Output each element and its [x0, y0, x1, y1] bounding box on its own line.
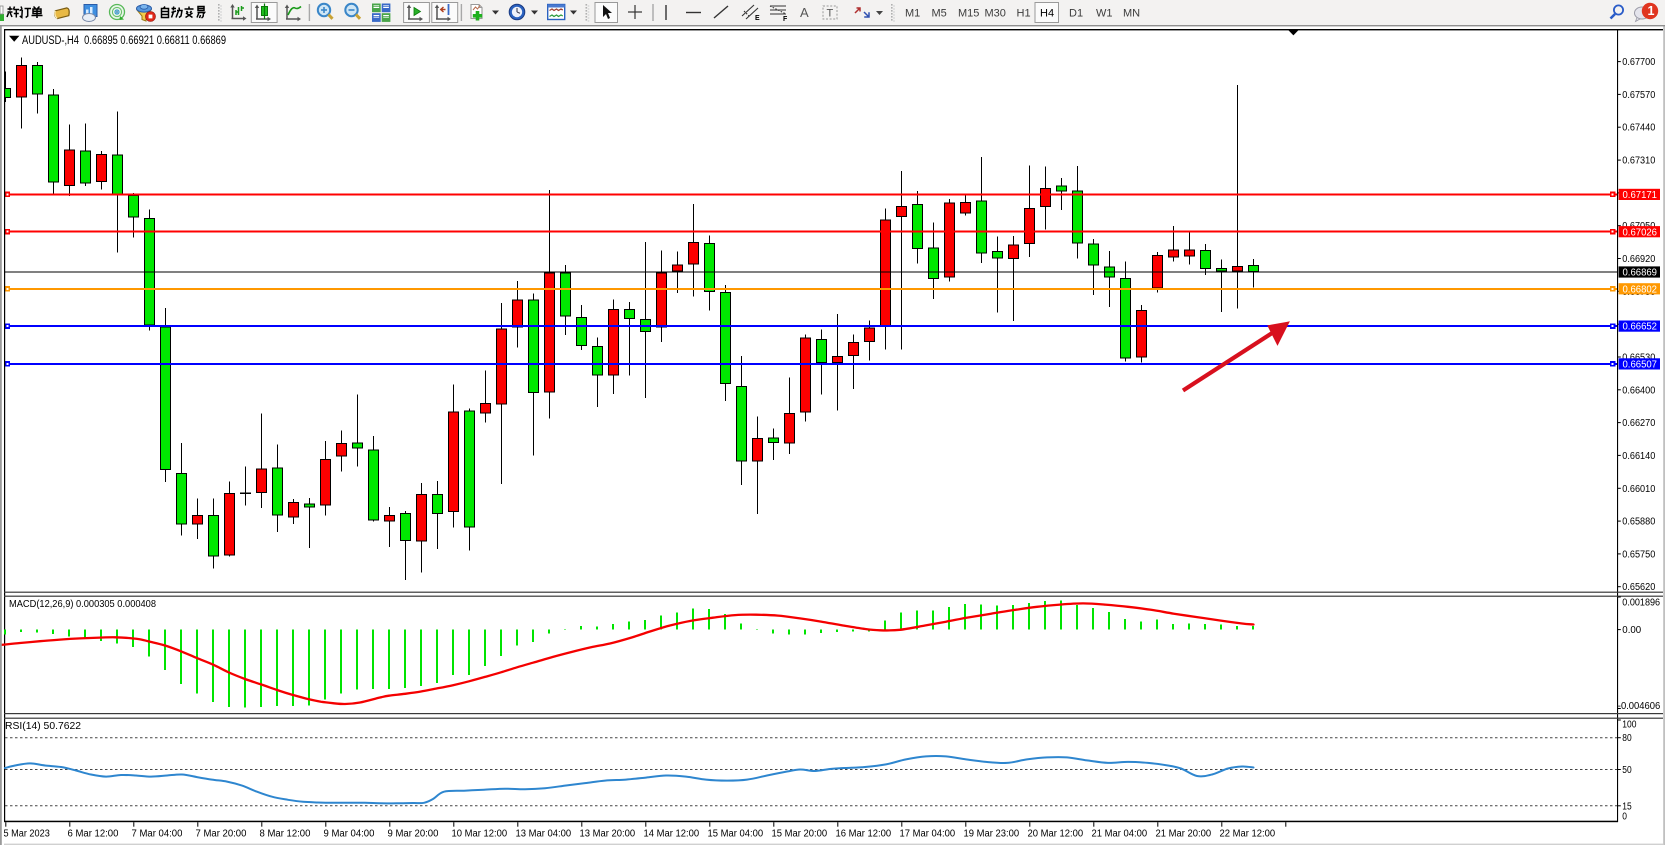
svg-text:0.00: 0.00: [1622, 625, 1641, 636]
svg-text:0.65880: 0.65880: [1622, 517, 1656, 528]
svg-text:0: 0: [1622, 811, 1627, 822]
svg-text:0.67570: 0.67570: [1622, 90, 1656, 101]
svg-text:0.66652: 0.66652: [1623, 322, 1658, 333]
svg-text:21 Mar 20:00: 21 Mar 20:00: [1156, 828, 1212, 839]
svg-text:0.66270: 0.66270: [1622, 418, 1656, 429]
svg-text:0.67440: 0.67440: [1622, 123, 1656, 134]
svg-text:15 Mar 20:00: 15 Mar 20:00: [772, 828, 828, 839]
svg-text:80: 80: [1622, 733, 1632, 744]
svg-text:0.67310: 0.67310: [1622, 156, 1656, 167]
svg-text:E: E: [755, 15, 760, 22]
svg-text:7 Mar 04:00: 7 Mar 04:00: [132, 828, 183, 839]
svg-text:RSI(14) 50.7622: RSI(14) 50.7622: [5, 721, 81, 732]
svg-text:13 Mar 20:00: 13 Mar 20:00: [580, 828, 636, 839]
svg-text:15: 15: [1622, 801, 1632, 812]
svg-text:17 Mar 04:00: 17 Mar 04:00: [900, 828, 956, 839]
svg-text:0.001896: 0.001896: [1622, 598, 1660, 609]
svg-text:0.66530: 0.66530: [1622, 353, 1656, 364]
svg-text:6 Mar 12:00: 6 Mar 12:00: [68, 828, 119, 839]
svg-text:0.66920: 0.66920: [1622, 254, 1656, 265]
svg-text:A: A: [800, 5, 809, 20]
svg-text:0.66400: 0.66400: [1622, 385, 1656, 396]
svg-text:9 Mar 04:00: 9 Mar 04:00: [324, 828, 375, 839]
svg-text:M5: M5: [932, 8, 947, 20]
svg-text:-0.004606: -0.004606: [1618, 701, 1661, 712]
svg-text:100: 100: [1622, 719, 1637, 730]
svg-text:MN: MN: [1123, 8, 1140, 20]
svg-text:AUDUSD-,H4 0.66895 0.66921 0.: AUDUSD-,H4 0.66895 0.66921 0.66811 0.668…: [22, 35, 226, 47]
svg-text:14 Mar 12:00: 14 Mar 12:00: [644, 828, 700, 839]
svg-text:20 Mar 12:00: 20 Mar 12:00: [1028, 828, 1084, 839]
svg-text:0.66869: 0.66869: [1623, 268, 1658, 279]
svg-text:T: T: [827, 8, 834, 20]
svg-text:9 Mar 20:00: 9 Mar 20:00: [388, 828, 439, 839]
svg-text:21 Mar 04:00: 21 Mar 04:00: [1092, 828, 1148, 839]
svg-text:H4: H4: [1040, 8, 1054, 20]
svg-text:8 Mar 12:00: 8 Mar 12:00: [260, 828, 311, 839]
svg-text:1: 1: [1648, 4, 1655, 18]
svg-text:M30: M30: [985, 8, 1006, 20]
svg-text:7 Mar 20:00: 7 Mar 20:00: [196, 828, 247, 839]
svg-text:M15: M15: [958, 8, 979, 20]
svg-text:F: F: [783, 16, 788, 23]
svg-text:MACD(12,26,9) 0.000305 0.00040: MACD(12,26,9) 0.000305 0.000408: [9, 599, 156, 610]
svg-text:19 Mar 23:00: 19 Mar 23:00: [964, 828, 1020, 839]
svg-text:0.66140: 0.66140: [1622, 451, 1656, 462]
svg-text:50: 50: [1622, 765, 1632, 776]
svg-text:22 Mar 12:00: 22 Mar 12:00: [1220, 828, 1276, 839]
svg-text:D1: D1: [1069, 8, 1083, 20]
svg-text:0.66802: 0.66802: [1623, 284, 1658, 295]
svg-text:H1: H1: [1017, 8, 1031, 20]
svg-text:0.66010: 0.66010: [1622, 484, 1656, 495]
svg-text:W1: W1: [1096, 8, 1113, 20]
svg-text:16 Mar 12:00: 16 Mar 12:00: [836, 828, 892, 839]
svg-text:0.65750: 0.65750: [1622, 549, 1656, 560]
svg-text:0.67026: 0.67026: [1623, 227, 1658, 238]
svg-text:10 Mar 12:00: 10 Mar 12:00: [452, 828, 508, 839]
svg-text:13 Mar 04:00: 13 Mar 04:00: [516, 828, 572, 839]
svg-text:0.65620: 0.65620: [1622, 582, 1656, 593]
svg-text:5 Mar 2023: 5 Mar 2023: [4, 828, 51, 839]
svg-text:0.66507: 0.66507: [1623, 360, 1658, 371]
svg-text:0.67171: 0.67171: [1623, 190, 1658, 201]
svg-text:15 Mar 04:00: 15 Mar 04:00: [708, 828, 764, 839]
svg-text:M1: M1: [905, 8, 920, 20]
svg-text:0.67700: 0.67700: [1622, 57, 1656, 68]
